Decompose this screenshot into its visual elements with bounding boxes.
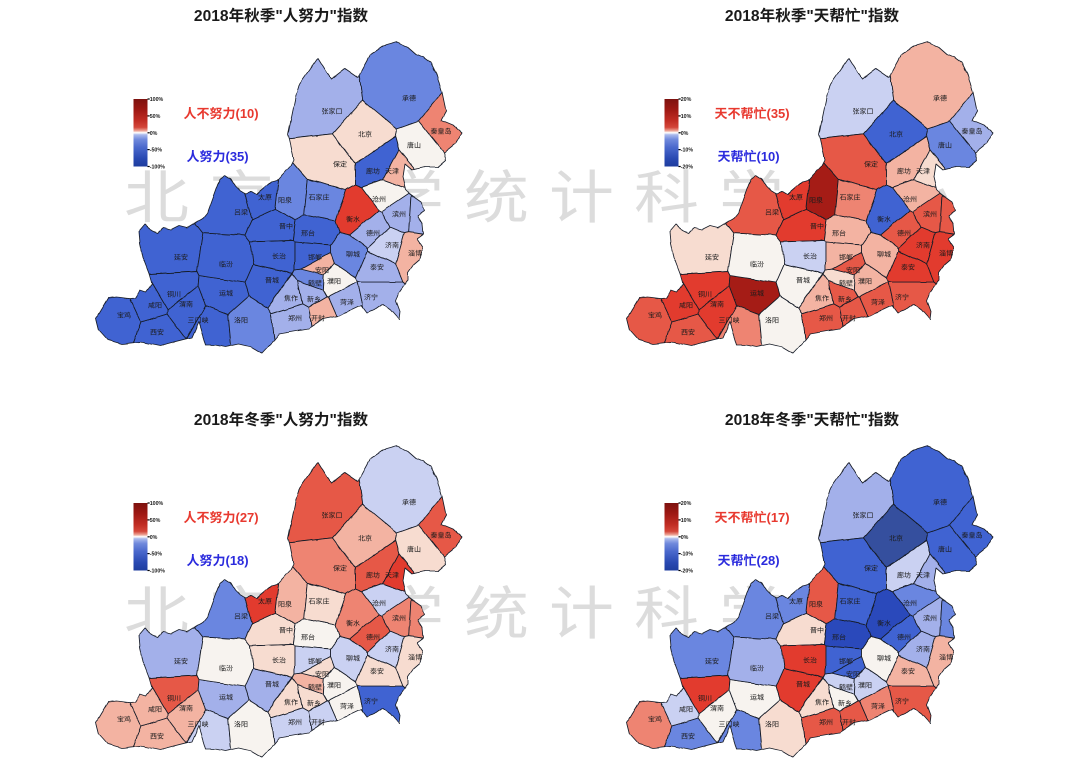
svg-text:10%: 10% xyxy=(681,518,692,524)
svg-text:-20%: -20% xyxy=(681,165,694,171)
svg-text:": " xyxy=(330,412,337,429)
svg-text:50%: 50% xyxy=(150,518,161,524)
svg-text:-50%: -50% xyxy=(150,148,163,154)
svg-text:2018: 2018 xyxy=(194,8,229,25)
svg-text:-100%: -100% xyxy=(150,569,166,575)
svg-text:0%: 0% xyxy=(150,131,158,137)
svg-text:2018: 2018 xyxy=(725,412,760,429)
svg-text:10%: 10% xyxy=(681,114,692,120)
svg-text:(10): (10) xyxy=(236,106,259,121)
svg-text:(28): (28) xyxy=(757,553,780,568)
svg-text:": " xyxy=(275,8,282,25)
svg-text:(18): (18) xyxy=(226,553,249,568)
svg-text:20%: 20% xyxy=(681,501,692,507)
svg-text:0%: 0% xyxy=(681,131,689,137)
svg-text:(35): (35) xyxy=(226,149,249,164)
svg-text:0%: 0% xyxy=(681,535,689,541)
svg-text:": " xyxy=(861,8,868,25)
svg-text:-10%: -10% xyxy=(681,552,694,558)
svg-text:-20%: -20% xyxy=(681,569,694,575)
svg-text:(35): (35) xyxy=(767,106,790,121)
svg-text:(17): (17) xyxy=(767,510,790,525)
svg-text:2018: 2018 xyxy=(725,8,760,25)
svg-text:100%: 100% xyxy=(150,97,164,103)
svg-text:100%: 100% xyxy=(150,501,164,507)
svg-text:": " xyxy=(861,412,868,429)
svg-text:20%: 20% xyxy=(681,97,692,103)
svg-text:": " xyxy=(275,412,282,429)
svg-text:(27): (27) xyxy=(236,510,259,525)
svg-text:": " xyxy=(330,8,337,25)
svg-text:(10): (10) xyxy=(757,149,780,164)
svg-text:50%: 50% xyxy=(150,114,161,120)
svg-text:0%: 0% xyxy=(150,535,158,541)
svg-text:-10%: -10% xyxy=(681,148,694,154)
svg-text:-50%: -50% xyxy=(150,552,163,558)
svg-text:": " xyxy=(806,412,813,429)
svg-text:-100%: -100% xyxy=(150,165,166,171)
svg-text:": " xyxy=(806,8,813,25)
svg-text:2018: 2018 xyxy=(194,412,229,429)
